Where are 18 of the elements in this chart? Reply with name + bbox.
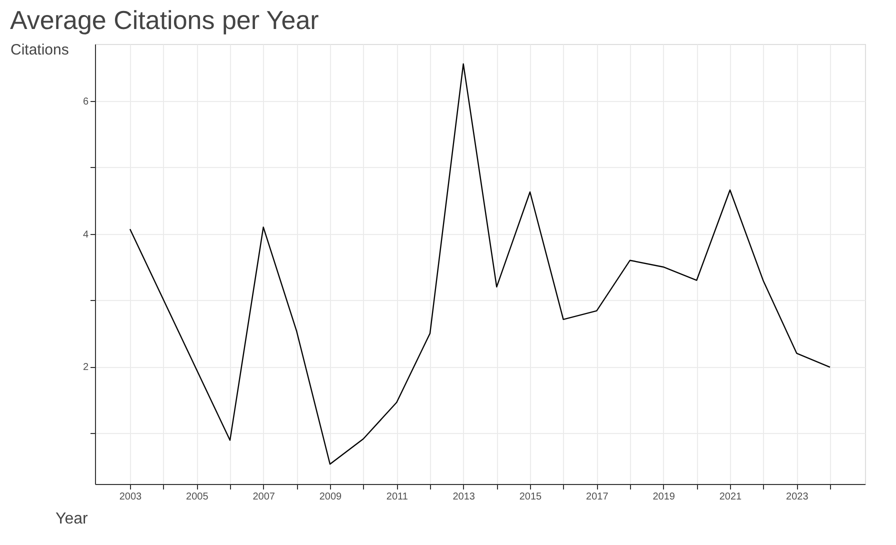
x-tick-label: 2023 — [786, 492, 809, 502]
x-tick-label: 2019 — [652, 492, 676, 502]
x-tick-label: 2021 — [719, 492, 742, 502]
y-axis-title: Citations — [10, 42, 69, 58]
x-axis-title: Year — [56, 510, 88, 528]
x-tick-label: 2015 — [519, 492, 542, 502]
chart-title: Average Citations per Year — [10, 5, 320, 35]
line-series — [129, 63, 831, 465]
x-tick-label: 2011 — [386, 492, 408, 502]
y-tick-label: 2 — [82, 362, 89, 374]
x-tick-label: 2003 — [119, 492, 142, 502]
x-tick-label: 2017 — [586, 492, 609, 502]
x-tick-label: 2005 — [186, 492, 209, 502]
y-tick-label: 6 — [82, 96, 89, 108]
x-tick-label: 2009 — [319, 492, 342, 502]
x-tick-label: 2013 — [452, 492, 476, 502]
x-tick-label: 2007 — [252, 492, 276, 502]
y-tick-label: 4 — [82, 229, 89, 240]
